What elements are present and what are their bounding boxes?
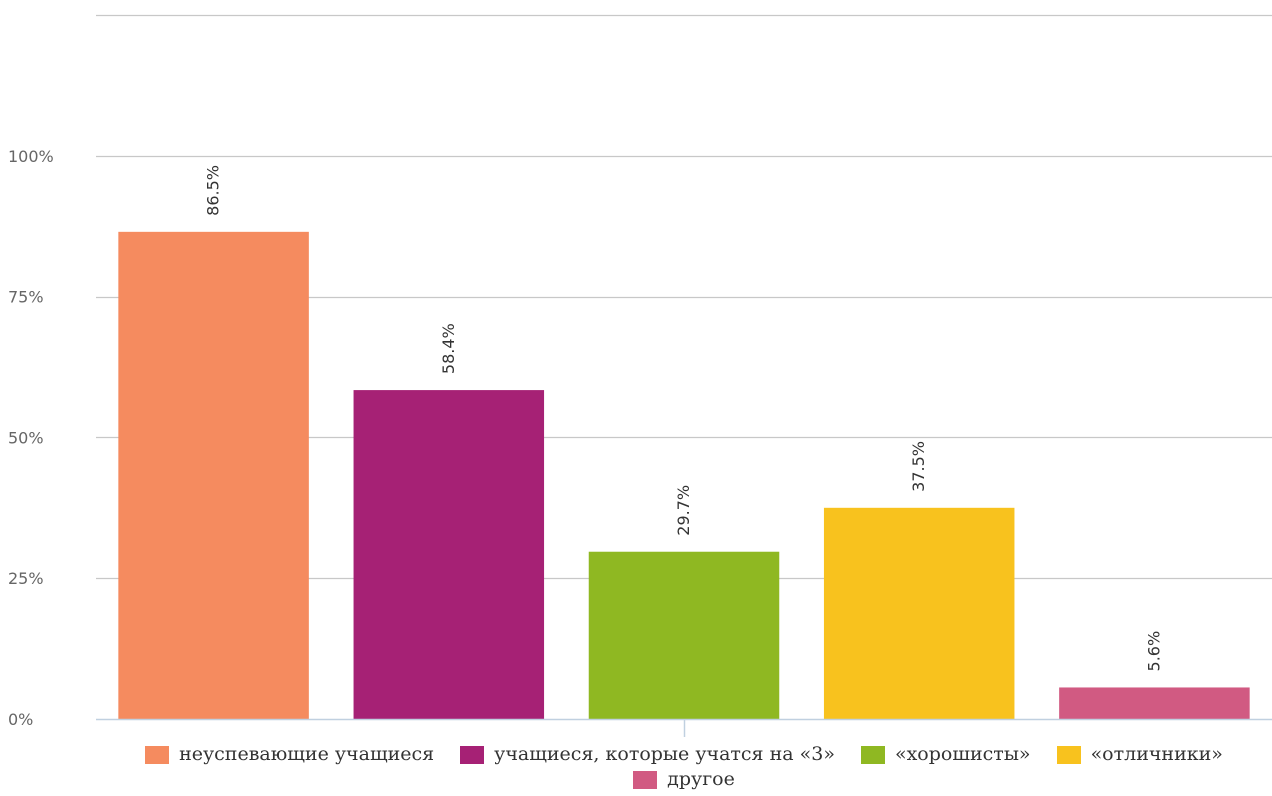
- y-tick-label: 100%: [8, 147, 54, 166]
- legend-swatch: [860, 745, 885, 764]
- legend-item: другое: [633, 767, 735, 792]
- data-label: 86.5%: [204, 165, 223, 216]
- bars: [118, 231, 1250, 719]
- legend-label: «хорошисты»: [894, 743, 1031, 765]
- legend-item: «отличники»: [1056, 742, 1223, 767]
- data-label: 58.4%: [439, 323, 458, 374]
- data-label: 37.5%: [909, 441, 928, 492]
- legend-swatch: [1056, 745, 1081, 764]
- y-tick-label: 25%: [8, 569, 44, 588]
- data-label: 5.6%: [1144, 631, 1163, 672]
- bar: [823, 507, 1015, 719]
- y-tick-label: 75%: [8, 288, 44, 307]
- y-tick-label: 50%: [8, 428, 44, 447]
- legend-swatch: [460, 745, 485, 764]
- bar: [353, 390, 545, 719]
- data-label: 29.7%: [674, 485, 693, 536]
- bar: [1059, 687, 1250, 719]
- legend-item: учащиеся, которые учатся на «3»: [460, 742, 835, 767]
- bar: [118, 231, 309, 719]
- legend-item: «хорошисты»: [860, 742, 1031, 767]
- legend-label: «отличники»: [1090, 743, 1223, 765]
- bar: [588, 551, 780, 719]
- legend-label: другое: [667, 768, 735, 790]
- legend-item: неуспевающие учащиеся: [145, 742, 434, 767]
- legend-swatch: [145, 745, 170, 764]
- y-tick-label: 0%: [8, 710, 33, 729]
- legend: неуспевающие учащиеся учащиеся, которые у…: [96, 742, 1272, 792]
- data-labels: 86.5% 58.4% 29.7% 37.5% 5.6%: [204, 165, 1164, 671]
- y-axis-tick-labels: 0% 25% 50% 75% 100%: [8, 147, 54, 729]
- legend-label: учащиеся, которые учатся на «3»: [494, 743, 835, 765]
- legend-label: неуспевающие учащиеся: [179, 743, 435, 765]
- legend-swatch: [633, 770, 658, 789]
